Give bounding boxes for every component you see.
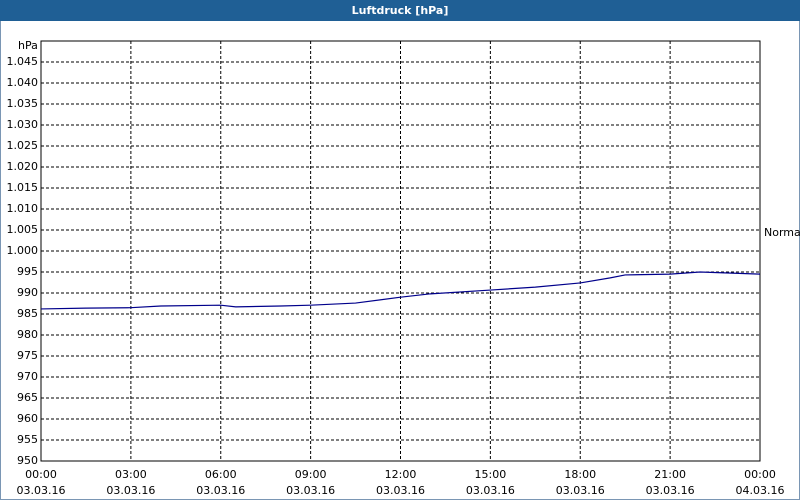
x-tick-date: 03.03.16 bbox=[376, 484, 425, 497]
x-tick-label: 18:00 bbox=[564, 468, 596, 481]
y-tick-label: 950 bbox=[17, 454, 38, 467]
y-tick-label: 970 bbox=[17, 370, 38, 383]
y-tick-label: 1.040 bbox=[7, 76, 39, 89]
y-axis-label: hPa bbox=[18, 39, 38, 52]
y-tick-label: 1.005 bbox=[7, 223, 39, 236]
x-tick-label: 06:00 bbox=[205, 468, 237, 481]
y-tick-label: 960 bbox=[17, 412, 38, 425]
plot-border bbox=[40, 40, 761, 462]
y-tick-label: 1.015 bbox=[7, 181, 39, 194]
y-tick-label: 965 bbox=[17, 391, 38, 404]
x-tick-date: 03.03.16 bbox=[17, 484, 66, 497]
x-tick-label: 12:00 bbox=[385, 468, 417, 481]
annotation: Normal bbox=[764, 226, 800, 239]
y-tick-label: 980 bbox=[17, 328, 38, 341]
x-tick-date: 03.03.16 bbox=[106, 484, 155, 497]
x-tick-date: 03.03.16 bbox=[556, 484, 605, 497]
y-tick-label: 1.000 bbox=[7, 244, 39, 257]
x-tick-label: 00:00 bbox=[25, 468, 57, 481]
x-tick-date: 03.03.16 bbox=[646, 484, 695, 497]
x-tick-date: 03.03.16 bbox=[196, 484, 245, 497]
y-tick-label: 1.020 bbox=[7, 160, 39, 173]
x-tick-date: 04.03.16 bbox=[736, 484, 785, 497]
y-tick-label: 1.010 bbox=[7, 202, 39, 215]
y-tick-label: 985 bbox=[17, 307, 38, 320]
x-tick-date: 03.03.16 bbox=[466, 484, 515, 497]
chart-title: Luftdruck [hPa] bbox=[352, 4, 449, 17]
y-tick-label: 1.025 bbox=[7, 139, 39, 152]
y-tick-label: 990 bbox=[17, 286, 38, 299]
x-tick-label: 00:00 bbox=[744, 468, 776, 481]
y-tick-label: 1.045 bbox=[7, 55, 39, 68]
y-tick-label: 1.030 bbox=[7, 118, 39, 131]
title-bar bbox=[0, 0, 800, 21]
line bbox=[40, 271, 761, 310]
x-tick-label: 03:00 bbox=[115, 468, 147, 481]
y-tick-label: 995 bbox=[17, 265, 38, 278]
y-tick-label: 975 bbox=[17, 349, 38, 362]
x-tick-date: 03.03.16 bbox=[286, 484, 335, 497]
x-tick-label: 21:00 bbox=[654, 468, 686, 481]
x-tick-label: 15:00 bbox=[475, 468, 507, 481]
x-tick-label: 09:00 bbox=[295, 468, 327, 481]
y-tick-label: 955 bbox=[17, 433, 38, 446]
y-tick-label: 1.035 bbox=[7, 97, 39, 110]
